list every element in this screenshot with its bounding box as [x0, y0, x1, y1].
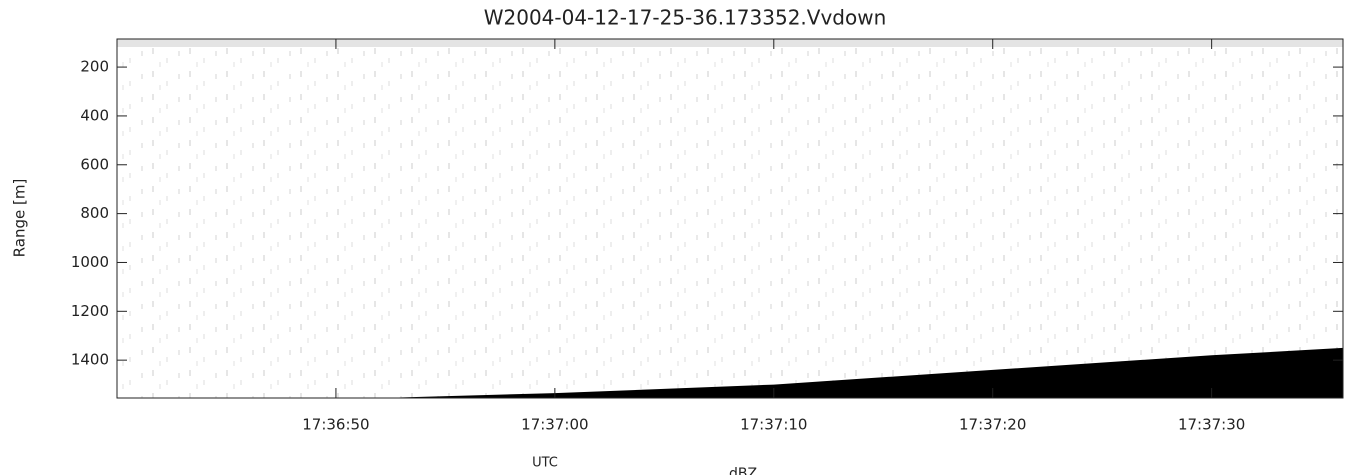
- x-axis-label: UTC: [532, 456, 558, 471]
- y-tick-label: 600: [80, 155, 109, 173]
- x-tick-label: 17:36:50: [302, 416, 369, 434]
- x-tick-label: 17:37:20: [959, 416, 1026, 434]
- x-tick-label: 17:37:30: [1178, 416, 1245, 434]
- plot-frame: [116, 38, 1344, 399]
- y-tick-label: 1400: [71, 351, 109, 369]
- chart-title: W2004-04-12-17-25-36.173352.Vvdown: [484, 6, 887, 30]
- colorbar-label: dBZ: [729, 466, 757, 475]
- x-tick-label: 17:37:10: [740, 416, 807, 434]
- background-noise: [117, 39, 1343, 398]
- echo-band: [379, 347, 1343, 398]
- y-tick-label: 1200: [71, 302, 109, 320]
- y-tick-label: 200: [80, 58, 109, 76]
- x-tick-label: 17:37:00: [521, 416, 588, 434]
- y-axis-label: Range [m]: [11, 179, 29, 258]
- y-tick-label: 800: [80, 204, 109, 222]
- y-tick-label: 400: [80, 106, 109, 124]
- top-strip: [117, 39, 1343, 47]
- y-tick-label: 1000: [71, 253, 109, 271]
